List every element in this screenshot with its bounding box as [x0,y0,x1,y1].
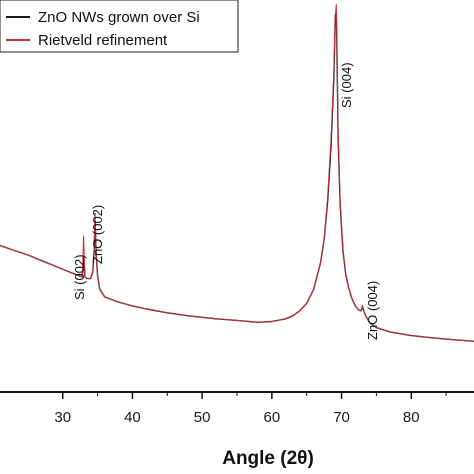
x-axis-ticks: 30 40 50 60 70 80 [54,392,447,426]
peak-label-2: Si (004) [339,62,354,108]
legend-label-zno: ZnO NWs grown over Si [38,9,200,26]
peak-label-1: ZnO (002) [90,205,105,264]
peak-label-0: Si (002) [72,254,87,300]
plot-area [0,3,474,342]
x-tick-label-30: 30 [54,409,71,426]
x-tick-label-40: 40 [124,409,141,426]
x-tick-label-70: 70 [333,409,350,426]
x-tick-label-80: 80 [403,409,420,426]
series-line-1 [0,3,474,342]
peak-annotations: Si (002)ZnO (002) Si (004) ZnO (004) [72,62,380,340]
legend-box [0,0,239,53]
peak-label-3: ZnO (004) [365,281,380,340]
x-tick-label-50: 50 [194,409,211,426]
legend-label-rietveld: Rietveld refinement [38,32,168,49]
x-tick-label-60: 60 [264,409,281,426]
x-axis-title: Angle (2θ) [222,448,314,469]
legend: ZnO NWs grown over Si Rietveld refinemen… [0,0,239,53]
